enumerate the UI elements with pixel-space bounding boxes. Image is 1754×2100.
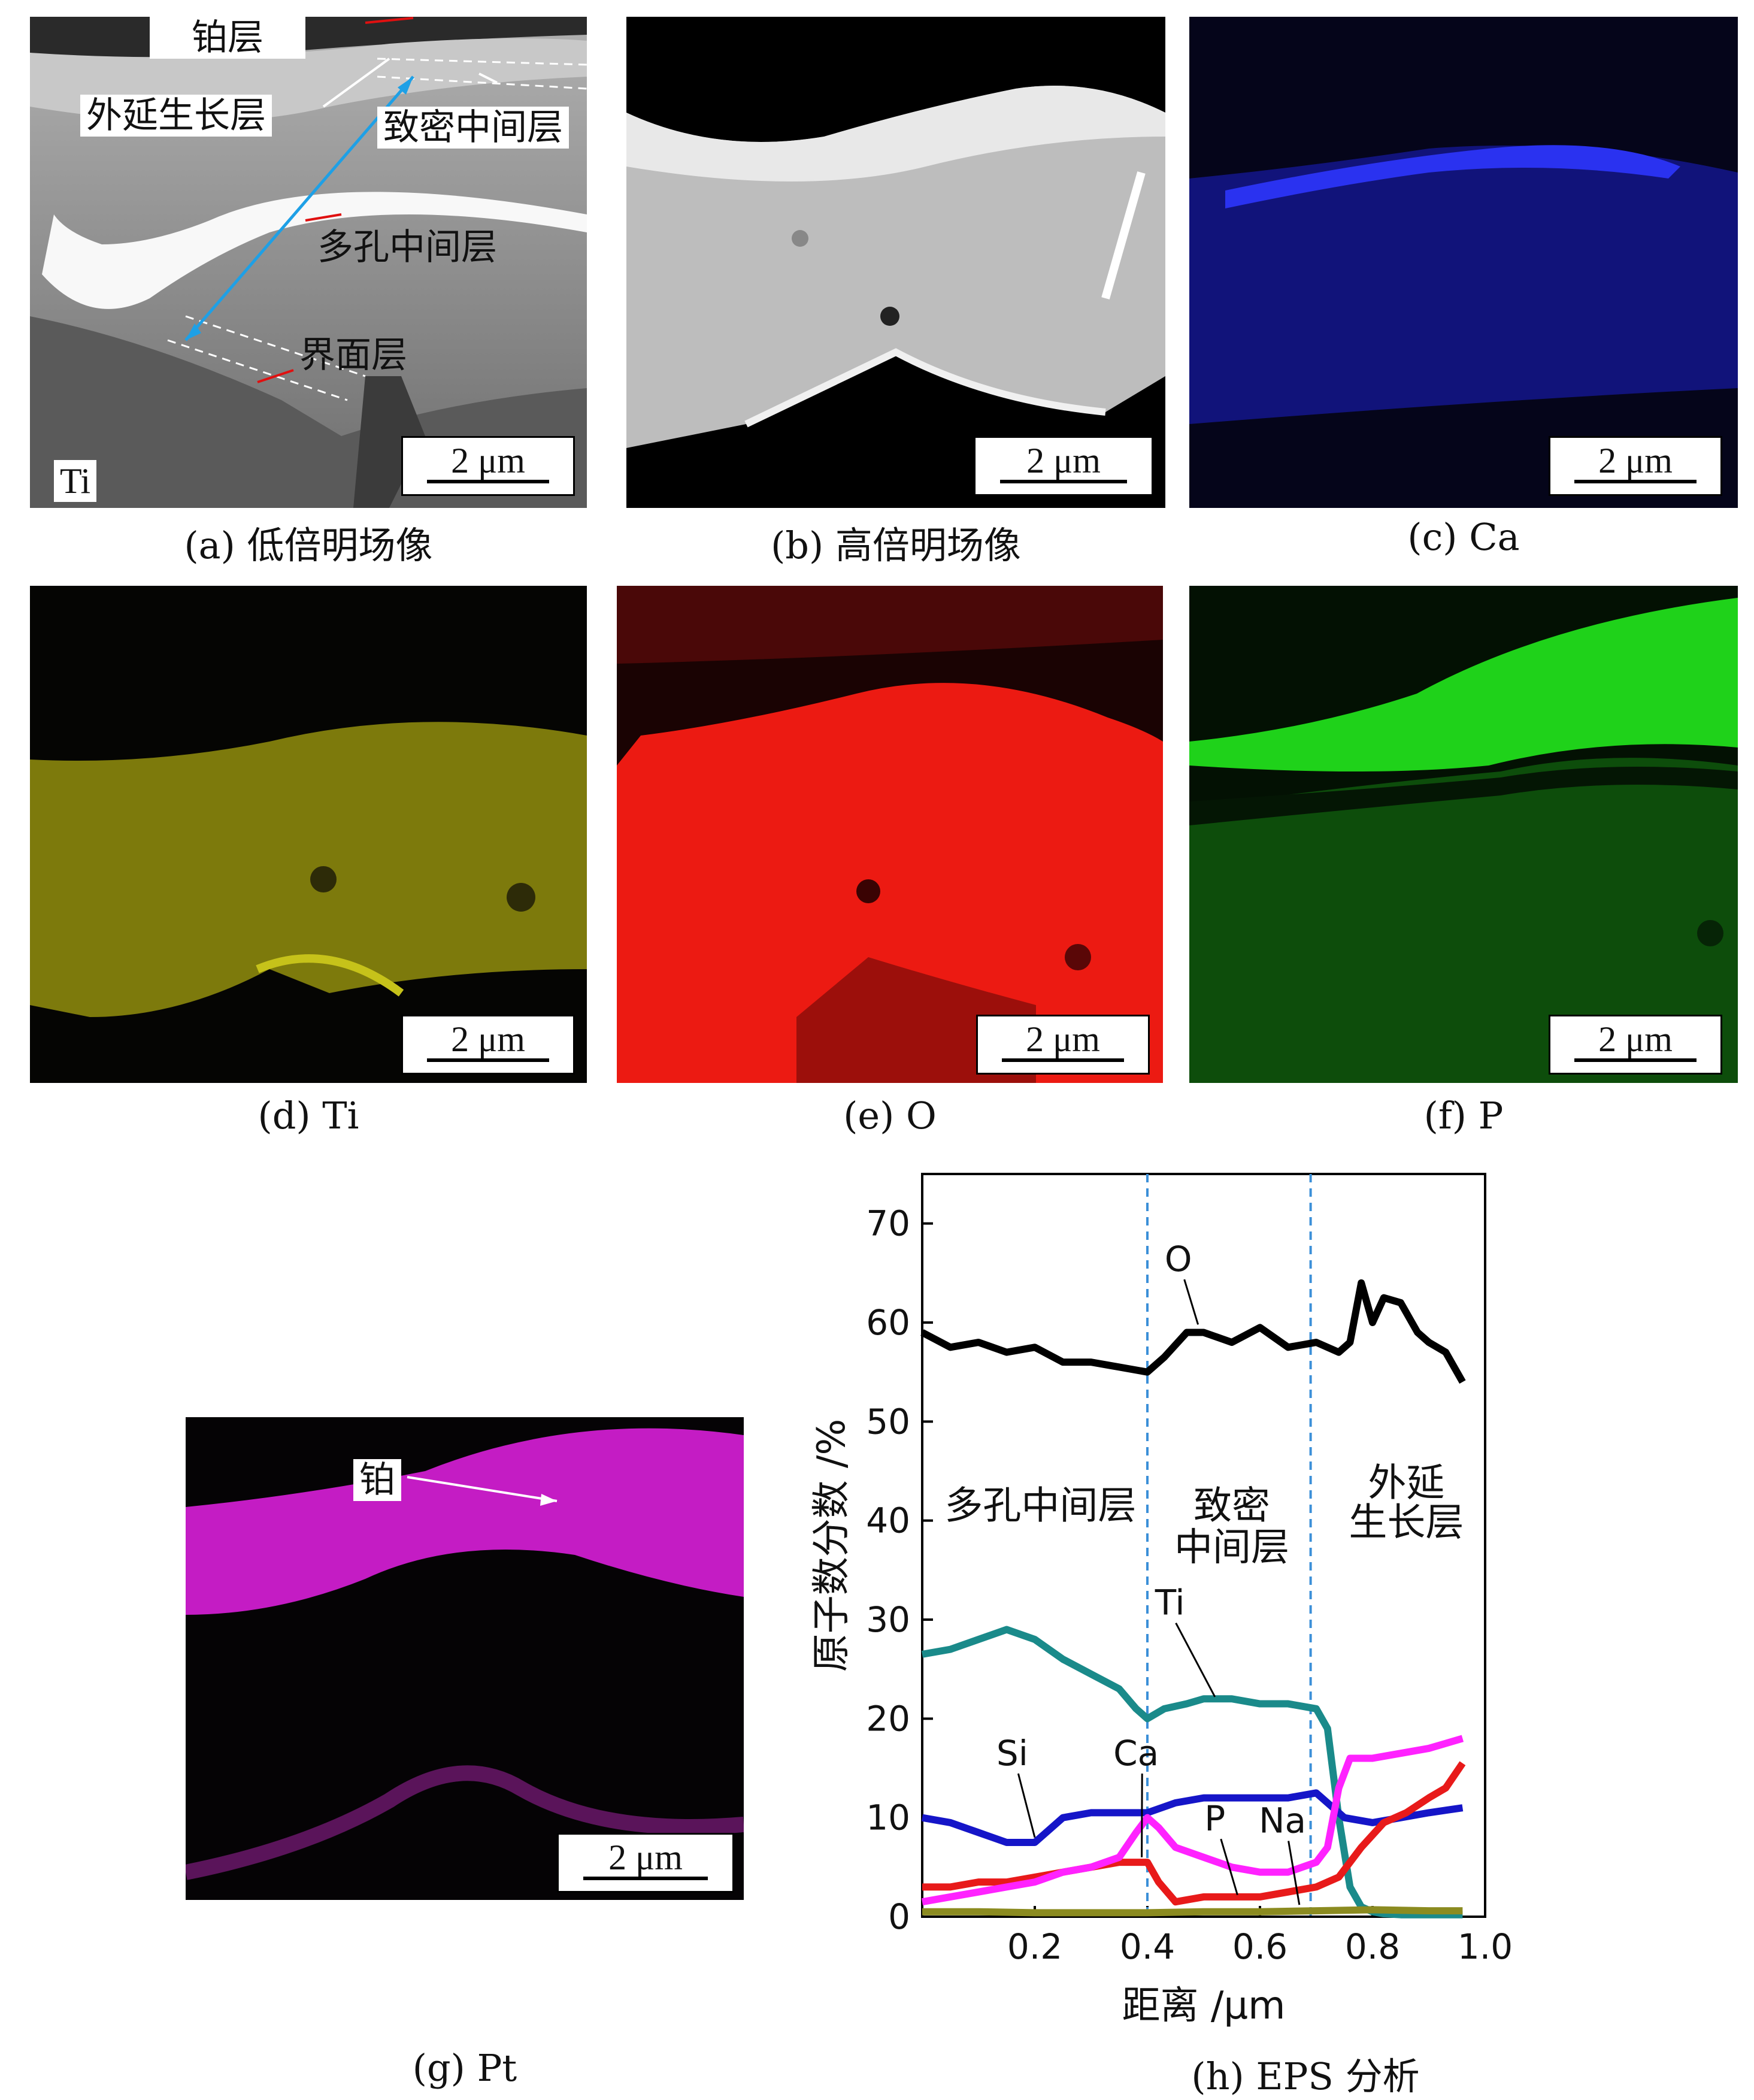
y-tick-label: 60	[866, 1302, 910, 1343]
y-axis-label: 原子数分数 /%	[810, 1419, 854, 1672]
series-pointer-ti	[1175, 1623, 1216, 1697]
scale-bar-a: 2 μm	[401, 436, 575, 496]
chart-eps-analysis: 0 10 20 30 40 50 60 70 0.2 0.4 0.6 0.8 1.0 距离 /μm 原子数分…	[810, 1173, 1513, 2028]
series-line-si	[921, 1789, 1464, 1846]
y-tick-label: 10	[866, 1798, 910, 1838]
scale-bar-line	[1574, 1058, 1697, 1062]
x-tick-label: 0.2	[1007, 1926, 1062, 1967]
y-tick-label: 70	[866, 1203, 910, 1244]
panel-f-image	[1189, 598, 1738, 1083]
label-pt: 铂	[353, 1459, 401, 1501]
panel-a-bright-field-low: 铂层 外延生长层 致密中间层 多孔中间层 界面层 Ti 2 μm	[30, 17, 587, 508]
y-tick-label: 0	[888, 1896, 910, 1937]
scale-bar-label: 2 μm	[1026, 1019, 1100, 1059]
region-label-dense-1: 致密	[1193, 1484, 1270, 1528]
caption-g: (g) Pt	[412, 2046, 517, 2090]
scale-bar-label: 2 μm	[1026, 441, 1101, 480]
y-tick-label: 50	[866, 1401, 910, 1442]
caption-e: (e) O	[843, 1094, 937, 1137]
panel-e-o-map: 2 μm	[617, 586, 1163, 1083]
scale-bar-line	[426, 1058, 550, 1062]
scale-bar-label: 2 μm	[451, 441, 525, 480]
x-tick-label: 1.0	[1458, 1926, 1513, 1967]
caption-c: (c) Ca	[1407, 515, 1520, 559]
region-label-porous: 多孔中间层	[944, 1484, 1136, 1528]
scale-bar-e: 2 μm	[976, 1015, 1150, 1075]
label-porous-layer: 多孔中间层	[317, 226, 497, 268]
series-line-ca	[922, 1761, 1466, 1906]
series-line-p	[922, 1906, 1463, 1917]
plot-frame	[921, 1173, 1486, 1918]
series-label-o: O	[1165, 1239, 1192, 1279]
series-pointer-o	[1183, 1279, 1199, 1325]
panel-f-p-map: 2 μm	[1189, 586, 1738, 1083]
caption-b: (b) 高倍明场像	[771, 524, 1021, 567]
series-label-ca: Ca	[1113, 1733, 1159, 1774]
label-ti: Ti	[54, 460, 97, 502]
panel-c-image	[1189, 145, 1738, 424]
panel-e-image	[617, 586, 1163, 1083]
region-label-epitaxial-2: 生长层	[1349, 1500, 1464, 1545]
panel-a-image	[30, 17, 587, 508]
panel-b-bright-field-high: 2 μm	[626, 17, 1165, 508]
series-label-na: Na	[1259, 1800, 1306, 1841]
series-label-ti: Ti	[1155, 1582, 1185, 1623]
scale-bar-label: 2 μm	[1598, 441, 1673, 480]
caption-f: (f) P	[1423, 1094, 1504, 1137]
scale-bar-label: 2 μm	[608, 1838, 683, 1877]
panel-d-image	[30, 722, 587, 1017]
scale-bar-b: 2 μm	[974, 436, 1153, 496]
scale-bar-label: 2 μm	[451, 1019, 525, 1059]
panel-d-ti-map: 2 μm	[30, 586, 587, 1083]
x-tick-label: 0.6	[1232, 1926, 1288, 1967]
scale-bar-line	[1000, 480, 1127, 483]
caption-a: (a) 低倍明场像	[184, 524, 433, 567]
label-epitaxial-layer: 外延生长层	[80, 95, 272, 137]
scale-bar-line	[1574, 480, 1697, 483]
scale-bar-f: 2 μm	[1549, 1015, 1722, 1075]
panel-b-image	[626, 86, 1165, 508]
series-line-o	[920, 1279, 1466, 1384]
region-label-dense-2: 中间层	[1174, 1526, 1289, 1570]
panel-c-ca-map: 2 μm	[1189, 17, 1738, 508]
x-tick-label: 0.8	[1345, 1926, 1400, 1967]
y-tick-label: 40	[866, 1500, 910, 1541]
scale-bar-d: 2 μm	[401, 1015, 575, 1075]
series-pointer-ca	[1141, 1774, 1143, 1857]
label-interface-layer: 界面层	[299, 334, 407, 376]
label-pt-layer: 铂层	[150, 17, 305, 59]
region-label-epitaxial-1: 外延	[1368, 1461, 1444, 1505]
x-axis-label: 距离 /μm	[1122, 1984, 1286, 2028]
scale-bar-c: 2 μm	[1549, 436, 1722, 496]
series-pointer-si	[1017, 1773, 1036, 1838]
scale-bar-line	[1001, 1058, 1125, 1062]
scale-bar-line	[583, 1877, 708, 1880]
y-tick-label: 30	[866, 1599, 910, 1640]
series-label-p: P	[1204, 1798, 1225, 1839]
caption-h: (h) EPS 分析	[1191, 2054, 1420, 2098]
scale-bar-line	[426, 480, 550, 483]
series-pointer-na	[1288, 1841, 1301, 1905]
panel-g-image	[186, 1428, 744, 1880]
series-line-na	[921, 1735, 1464, 1906]
x-tick-label: 0.4	[1120, 1926, 1175, 1967]
scale-bar-label: 2 μm	[1598, 1019, 1673, 1059]
series-pointer-p	[1220, 1838, 1238, 1896]
panel-g-pt-map: 铂 2 μm	[186, 1417, 744, 1900]
scale-bar-g: 2 μm	[557, 1833, 734, 1893]
series-label-si: Si	[996, 1733, 1028, 1774]
label-dense-layer: 致密中间层	[377, 107, 569, 149]
y-tick-label: 20	[866, 1698, 910, 1739]
caption-d: (d) Ti	[258, 1094, 359, 1137]
